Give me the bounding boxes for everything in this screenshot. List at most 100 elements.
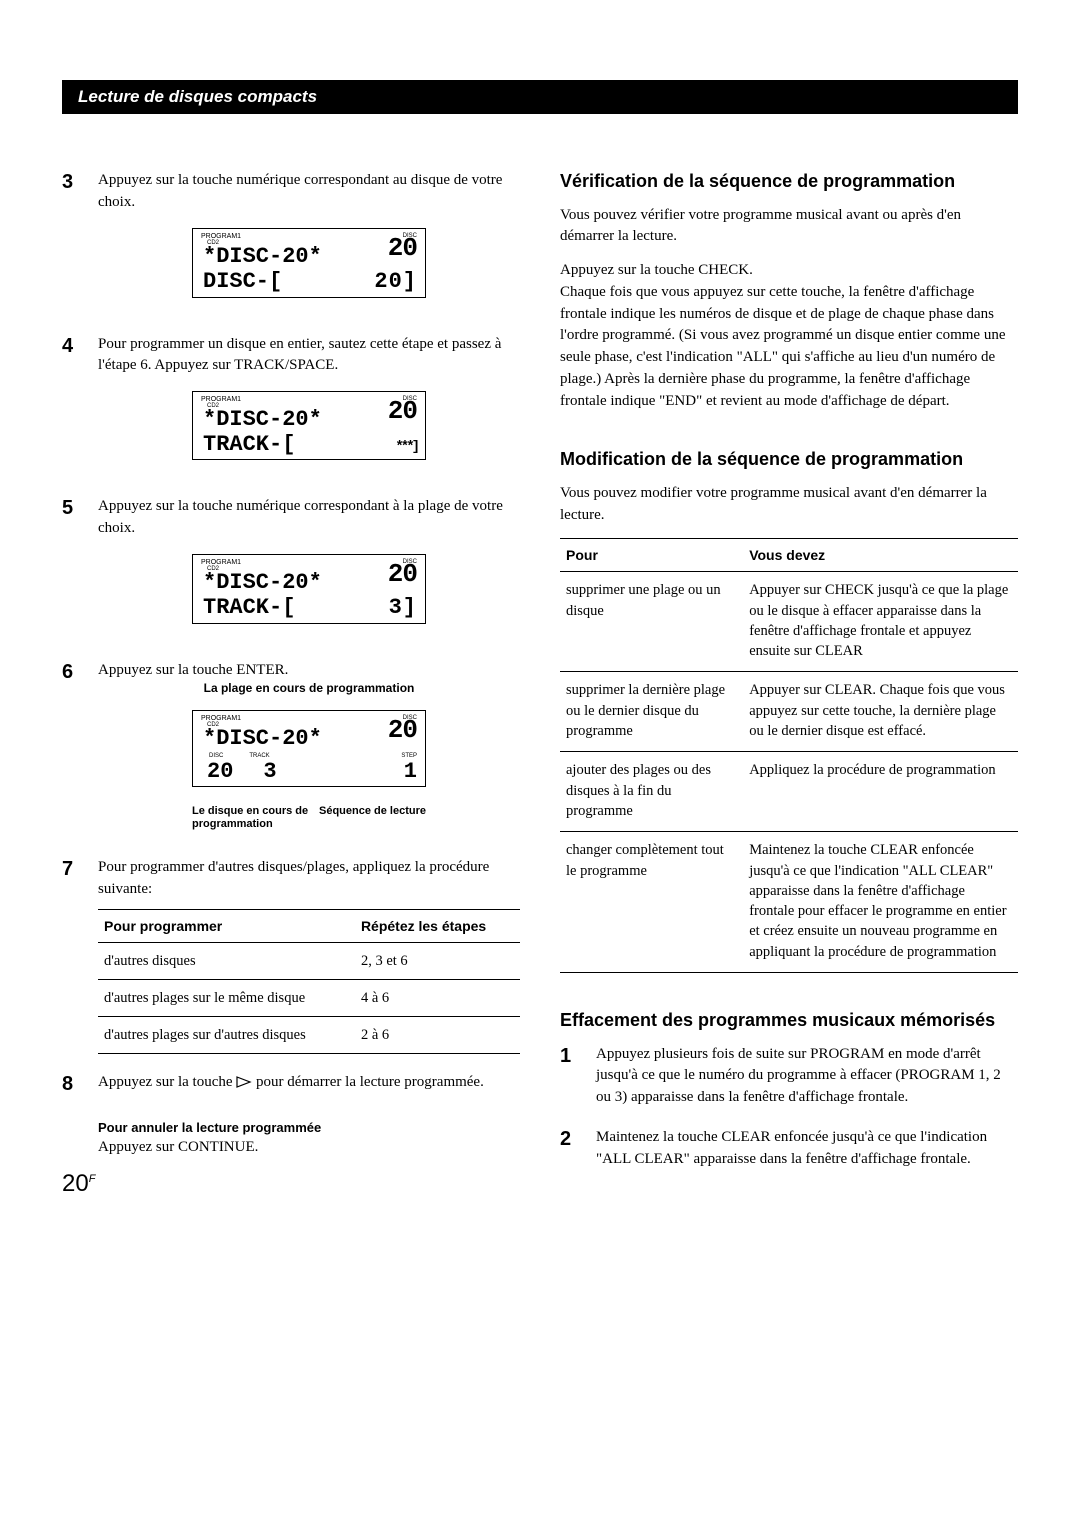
lcd-line2: DISC-[ 20]	[203, 269, 417, 295]
lcd-bottom-left-caption: Le disque en cours de programmation	[192, 805, 312, 831]
verification-p1: Vous pouvez vérifier votre programme mus…	[560, 205, 1018, 249]
lcd-line1: *DISC-20*	[203, 726, 417, 751]
play-icon	[236, 1076, 252, 1088]
lcd-program-label: PROGRAM1	[201, 715, 241, 722]
page: Lecture de disques compacts 3 Appuyez su…	[0, 0, 1080, 1228]
cancel-block: Pour annuler la lecture programmée Appuy…	[98, 1120, 520, 1159]
step-text-a: Appuyez sur la touche	[98, 1074, 236, 1090]
step-8: 8 Appuyez sur la touche pour démarrer la…	[62, 1072, 520, 1096]
erase-step-2: 2 Maintenez la touche CLEAR enfoncée jus…	[560, 1127, 1018, 1171]
lcd-line2-value: 3]	[389, 595, 417, 621]
step-7: 7 Pour programmer d'autres disques/plage…	[62, 857, 520, 1054]
lcd-disc-number: 20	[388, 233, 417, 263]
lcd-line2-prefix: TRACK-[	[203, 432, 295, 457]
verification-p2: Appuyez sur la touche CHECK.	[560, 260, 1018, 282]
table-header-row: Pour Vous devez	[560, 539, 1018, 572]
page-number-value: 20	[62, 1170, 89, 1197]
lcd-line2-prefix: DISC-[	[203, 269, 282, 294]
repeat-steps-table: Pour programmer Répétez les étapes d'aut…	[98, 909, 520, 1055]
step-5: 5 Appuyez sur la touche numérique corres…	[62, 496, 520, 642]
erase-step-1: 1 Appuyez plusieurs fois de suite sur PR…	[560, 1044, 1018, 1109]
lcd-display-step4: PROGRAM1 CD2 DISC 20 *DISC-20* TRACK-[ *…	[192, 391, 426, 460]
table-row: d'autres plages sur le même disque 4 à 6	[98, 979, 520, 1016]
lcd-program-label: PROGRAM1	[201, 396, 241, 403]
lcd-line1: *DISC-20*	[203, 570, 417, 595]
verification-p3: Chaque fois que vous appuyez sur cette t…	[560, 282, 1018, 413]
lcd-value-track: 3	[263, 759, 276, 784]
section-header: Lecture de disques compacts	[62, 80, 1018, 114]
table-row: supprimer la dernière plage ou le dernie…	[560, 672, 1018, 752]
cancel-title: Pour annuler la lecture programmée	[98, 1120, 520, 1135]
step-number: 5	[62, 496, 80, 642]
step-text: Appuyez sur la touche numérique correspo…	[98, 170, 520, 214]
table-cell: supprimer la dernière plage ou le dernie…	[560, 672, 743, 752]
table-cell: ajouter des plages ou des disques à la f…	[560, 752, 743, 832]
step-text: Appuyez sur la touche pour démarrer la l…	[98, 1072, 520, 1094]
table-header: Pour programmer	[98, 909, 355, 942]
table-row: supprimer une plage ou un disque Appuyer…	[560, 572, 1018, 672]
step-number: 4	[62, 334, 80, 479]
step-number: 8	[62, 1072, 80, 1096]
erase-heading: Effacement des programmes musicaux mémor…	[560, 1009, 1018, 1032]
table-header: Vous devez	[743, 539, 1018, 572]
table-cell: d'autres disques	[98, 942, 355, 979]
lcd-triple-values: 20 3 1	[207, 759, 417, 784]
step-4: 4 Pour programmer un disque en entier, s…	[62, 334, 520, 479]
lcd-program-label: PROGRAM1	[201, 559, 241, 566]
step-text: Maintenez la touche CLEAR enfoncée jusqu…	[596, 1127, 1018, 1171]
lcd-line1: *DISC-20*	[203, 407, 417, 432]
modification-table: Pour Vous devez supprimer une plage ou u…	[560, 538, 1018, 973]
lcd-value-step: 1	[404, 759, 417, 784]
lcd-line2: TRACK-[ 3]	[203, 595, 417, 621]
page-number-suffix: F	[89, 1173, 96, 1185]
table-cell: 2 à 6	[355, 1017, 520, 1054]
modification-p1: Vous pouvez modifier votre programme mus…	[560, 483, 1018, 527]
lcd-cursor-icon: ***]	[395, 439, 417, 455]
step-text: Appuyez sur la touche numérique correspo…	[98, 496, 520, 540]
step-3: 3 Appuyez sur la touche numérique corres…	[62, 170, 520, 316]
lcd-display-step6: PROGRAM1 CD2 DISC 20 *DISC-20* DISC TRAC…	[192, 710, 426, 787]
step-text-b: pour démarrer la lecture programmée.	[256, 1074, 484, 1090]
table-row: d'autres plages sur d'autres disques 2 à…	[98, 1017, 520, 1054]
lcd-bottom-right-caption: Séquence de lecture	[319, 805, 426, 831]
table-cell: Maintenez la touche CLEAR enfoncée jusqu…	[743, 832, 1018, 973]
lcd-display-step3: PROGRAM1 CD2 DISC 20 *DISC-20* DISC-[ 20…	[192, 228, 426, 298]
lcd-top-caption: La plage en cours de programmation	[98, 681, 520, 695]
right-column: Vérification de la séquence de programma…	[560, 170, 1018, 1188]
verification-heading: Vérification de la séquence de programma…	[560, 170, 1018, 193]
modification-heading: Modification de la séquence de programma…	[560, 448, 1018, 471]
table-cell: supprimer une plage ou un disque	[560, 572, 743, 672]
step-text: Pour programmer un disque en entier, sau…	[98, 334, 520, 378]
table-cell: changer complètement tout le programme	[560, 832, 743, 973]
lcd-line2-value: 20]	[374, 269, 417, 295]
table-header-row: Pour programmer Répétez les étapes	[98, 909, 520, 942]
table-header: Pour	[560, 539, 743, 572]
table-cell: 2, 3 et 6	[355, 942, 520, 979]
table-cell: d'autres plages sur le même disque	[98, 979, 355, 1016]
lcd-display-step5: PROGRAM1 CD2 DISC 20 *DISC-20* TRACK-[ 3…	[192, 554, 426, 624]
table-cell: Appliquez la procédure de programmation	[743, 752, 1018, 832]
table-cell: Appuyer sur CLEAR. Chaque fois que vous …	[743, 672, 1018, 752]
lcd-value-disc: 20	[207, 759, 233, 784]
step-number: 6	[62, 660, 80, 840]
lcd-line1: *DISC-20*	[203, 244, 417, 269]
lcd-program-label: PROGRAM1	[201, 233, 241, 240]
table-row: d'autres disques 2, 3 et 6	[98, 942, 520, 979]
lcd-disc-number: 20	[388, 559, 417, 589]
step-text: Appuyez plusieurs fois de suite sur PROG…	[596, 1044, 1018, 1109]
page-number: 20F	[62, 1170, 95, 1198]
step-number: 7	[62, 857, 80, 1054]
table-cell: Appuyer sur CHECK jusqu'à ce que la plag…	[743, 572, 1018, 672]
step-text: Pour programmer d'autres disques/plages,…	[98, 857, 520, 901]
table-cell: d'autres plages sur d'autres disques	[98, 1017, 355, 1054]
two-column-layout: 3 Appuyez sur la touche numérique corres…	[62, 170, 1018, 1188]
lcd-line2: TRACK-[ ***]	[203, 432, 417, 457]
cancel-text: Appuyez sur CONTINUE.	[98, 1137, 520, 1159]
table-row: ajouter des plages ou des disques à la f…	[560, 752, 1018, 832]
lcd-disc-number: 20	[388, 396, 417, 426]
step-6: 6 Appuyez sur la touche ENTER. La plage …	[62, 660, 520, 840]
lcd-bottom-captions: Le disque en cours de programmation Séqu…	[192, 805, 426, 831]
table-cell: 4 à 6	[355, 979, 520, 1016]
left-column: 3 Appuyez sur la touche numérique corres…	[62, 170, 520, 1188]
table-header: Répétez les étapes	[355, 909, 520, 942]
